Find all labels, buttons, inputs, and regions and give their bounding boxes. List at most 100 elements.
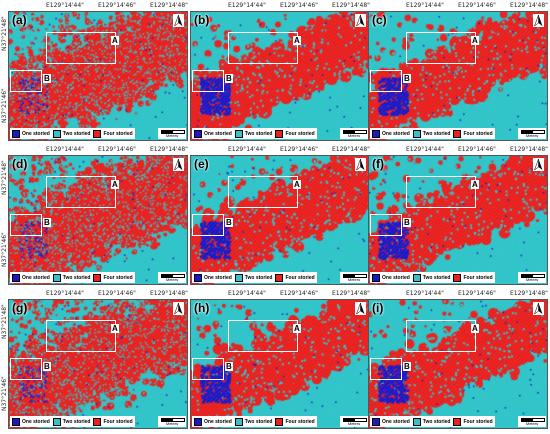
longitude-label: E129°14'44" [406,2,444,9]
legend-item: Four storied [93,273,133,282]
map-panel: A B (h) One storied Two storied Four storied M… [190,299,370,429]
panel-label: (i) [372,301,384,315]
map-legend: One storied Two storied Four storied [192,416,317,427]
panel-label: (h) [194,301,210,315]
panel-label: (f) [372,157,384,171]
legend-item: One storied [12,129,50,138]
north-arrow-icon [533,14,544,27]
longitude-label: E129°14'46" [280,2,318,9]
legend-label: Four storied [103,418,133,425]
legend-item: One storied [12,273,50,282]
legend-swatch [275,417,284,426]
region-label-b: B [43,74,51,83]
legend-swatch [275,129,284,138]
longitude-label: E129°14'44" [228,2,266,9]
longitude-label: E129°14'48" [332,290,370,297]
region-label-b: B [43,362,51,371]
north-arrow-icon [173,158,184,171]
region-box-b [10,70,42,92]
longitude-label: E129°14'44" [46,146,84,153]
legend-swatch [275,273,284,282]
legend-label: Four storied [463,274,493,281]
scale-bar: Meters [158,272,186,283]
longitude-label: E129°14'48" [510,2,548,9]
legend-label: Two storied [422,418,451,425]
map-panel: A B (b) One storied Two storied Four storied M… [190,11,370,141]
legend-swatch [453,273,462,282]
panel-label: (d) [12,157,28,171]
legend-item: Two storied [234,417,272,426]
scale-bar-graphic [343,418,367,422]
region-box-a [228,320,298,352]
legend-label: Two storied [422,274,451,281]
map-legend: One storied Two storied Four storied [10,128,135,139]
scale-bar-graphic [521,274,545,278]
scale-bar-graphic [343,274,367,278]
panel-label: (g) [12,301,28,315]
legend-item: One storied [194,273,232,282]
map-legend: One storied Two storied Four storied [10,416,135,427]
longitude-label: E129°14'44" [228,146,266,153]
north-arrow-icon [355,158,366,171]
legend-swatch [412,273,421,282]
map-panel: A B (c) One storied Two storied Four storied M… [368,11,548,141]
map-legend: One storied Two storied Four storied [370,128,495,139]
legend-item: Two storied [52,273,90,282]
legend-swatch [453,417,462,426]
region-label-a: A [471,324,479,333]
north-arrow-icon [533,158,544,171]
scale-bar: Meters [158,128,186,139]
legend-label: Four storied [285,274,315,281]
longitude-label: E129°14'44" [406,146,444,153]
map-legend: One storied Two storied Four storied [370,272,495,283]
legend-label: One storied [382,418,410,425]
legend-label: Two storied [244,274,273,281]
region-label-b: B [403,362,411,371]
scale-unit-label: Meters [165,421,179,426]
region-box-a [46,320,116,352]
region-box-a [228,176,298,208]
region-box-b [370,358,402,380]
scale-unit-label: Meters [525,133,539,138]
classification-map-raster [191,12,369,140]
legend-swatch [52,273,61,282]
latitude-label: N37°21'48" [1,304,8,339]
legend-swatch [412,129,421,138]
region-label-a: A [111,324,119,333]
scale-bar: Meters [518,128,546,139]
legend-label: Two storied [62,418,91,425]
map-panel: A B (a) One storied Two storied Four storied M… [8,11,188,141]
legend-swatch [12,273,20,282]
longitude-label: E129°14'48" [332,2,370,9]
legend-item: One storied [194,417,232,426]
legend-label: One storied [382,130,410,137]
legend-label: Four storied [103,274,133,281]
region-box-a [228,32,298,64]
region-label-b: B [225,74,233,83]
classification-map-raster [191,300,369,428]
longitude-label: E129°14'44" [46,2,84,9]
region-box-b [192,358,224,380]
region-label-a: A [293,180,301,189]
longitude-label: E129°14'46" [98,290,136,297]
legend-item: Four storied [453,273,493,282]
longitude-label: E129°14'48" [332,146,370,153]
scale-bar: Meters [518,272,546,283]
legend-swatch [372,129,380,138]
latitude-label: N37°21'46" [1,232,8,267]
scale-bar-graphic [521,418,545,422]
legend-item: Two storied [412,273,451,282]
legend-swatch [52,417,61,426]
north-arrow-icon [173,14,184,27]
longitude-label: E129°14'44" [228,290,266,297]
legend-swatch [234,273,243,282]
region-label-a: A [111,36,119,45]
longitude-label: E129°14'44" [46,290,84,297]
legend-item: Four storied [275,273,315,282]
classification-map-raster [191,156,369,284]
scale-bar: Meters [158,416,186,427]
scale-unit-label: Meters [525,421,539,426]
longitude-label: E129°14'46" [458,146,496,153]
legend-label: Four storied [285,130,315,137]
region-box-a [46,32,116,64]
